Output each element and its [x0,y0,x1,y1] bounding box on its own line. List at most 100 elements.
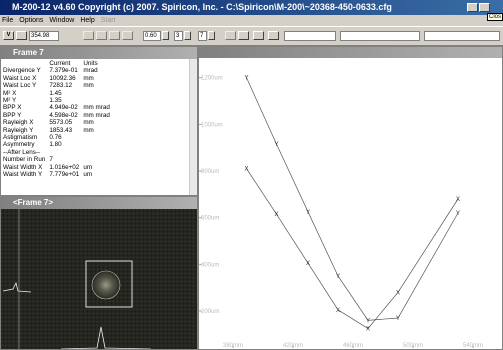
result-row: BPP X 4.949e-02 mm mrad [1,104,112,111]
cell: 1.016e+02 [49,163,80,171]
menu-item[interactable]: Window [49,17,75,24]
chart-title-bar [199,47,502,58]
header-row: Current Units [1,60,112,67]
cell: 5573.05 [49,119,73,127]
stop-button[interactable] [253,31,264,40]
cell: Waist Loc X [3,74,37,82]
cell: 1853.43 [49,126,73,134]
cursor-button[interactable] [16,31,27,40]
status-field [424,31,500,41]
status-field [284,31,336,41]
data-marker: X [274,212,278,218]
result-row: Waist Loc X 10092.36 mm [1,75,112,82]
caustic-chart: 200um 400um 600um 800um 1000um 1200um 380mm 420… [199,76,483,349]
tool-button[interactable] [238,31,249,40]
image-window: <Frame 7> [0,196,198,350]
tool-button[interactable] [225,31,236,40]
tooltip: Clos [487,13,503,21]
nav-button[interactable] [83,31,94,40]
result-row: Divergence Y 7.379e-01 mrad [1,67,112,74]
cell: BPP X [3,104,22,112]
y-tick-label: 1200um [201,76,223,82]
nav-button[interactable] [96,31,107,40]
data-marker: Y [366,318,370,324]
chart-window: 200um 400um 600um 800um 1000um 1200um 380mm 420… [198,46,503,350]
result-row: Waist Width X 1.016e+02 um [1,164,112,171]
cell: --After Lens-- [3,148,41,156]
cell: 7.779e+01 [49,171,80,179]
data-marker: X [244,167,248,173]
data-marker: X [306,261,310,267]
cell: 0.76 [49,134,62,142]
menu-bar: File Options Window Help Start [2,16,116,25]
maximize-button[interactable] [479,3,490,12]
position-input[interactable]: 354.98 [29,31,59,41]
column-header: Units [83,60,98,67]
y-tick-label: 1000um [201,122,223,128]
beam-image [1,209,197,349]
cell: mm [83,82,94,90]
spin-button[interactable] [162,31,169,40]
nav-button[interactable] [109,31,120,40]
cell: Number in Run [3,156,46,164]
result-row: --After Lens-- [1,149,112,156]
y-tick-label: 400um [201,262,219,268]
series-line [246,168,459,329]
data-marker: X [336,308,340,314]
result-row: Astigmatism 0.76 [1,134,112,141]
result-row: Waist Loc Y 7283.12 mm [1,82,112,89]
column-header: Current [49,60,71,67]
result-row: Number in Run 7 [1,156,112,163]
nav-button[interactable] [122,31,133,40]
cell: um [83,163,93,171]
menu-item[interactable]: Options [19,17,44,24]
step-input[interactable]: 0.60 [143,31,161,41]
x-tick-label: 380mm [223,343,243,349]
cell [1,60,47,67]
menu-item[interactable]: Start [100,17,116,24]
v-button[interactable]: V [3,31,14,40]
cell: 1.35 [49,97,62,105]
cell: mrad [83,67,98,75]
minimize-button[interactable] [467,3,478,12]
menu-item[interactable]: File [2,17,14,24]
cell: 7283.12 [49,82,73,90]
data-marker: Y [396,316,400,322]
image-title: <Frame 7> [1,197,197,209]
scrollbar[interactable] [189,59,197,195]
cell: mm mrad [83,111,110,119]
spin-button[interactable] [184,31,191,40]
data-marker: X [366,327,370,333]
cell: Waist Width Y [3,171,43,179]
print-button[interactable] [268,31,279,40]
result-row: M² Y 1.35 [1,97,112,104]
y-tick-label: 800um [201,169,219,175]
cell: M² Y [3,97,17,105]
cell: Asymmetry [3,141,35,149]
results-window: Frame 7 Current Units Divergence Y 7.379e-0… [0,46,198,196]
cell: 10092.36 [49,74,76,82]
x-tick-label: 540mm [463,343,483,349]
cell: 4.949e-02 [49,104,78,112]
cell: mm [83,74,94,82]
data-marker: X [456,197,460,203]
menu-item[interactable]: Help [80,17,95,24]
from-input[interactable]: 3 [174,31,183,41]
result-row: BPP Y 4.598e-02 mm mrad [1,112,112,119]
data-marker: X [396,290,400,296]
data-marker: Y [306,210,310,216]
data-marker: Y [244,76,248,82]
cell: mm [83,119,94,127]
cell: Rayleigh Y [3,126,34,134]
cell: 1.80 [49,141,62,149]
cell: 4.598e-02 [49,111,78,119]
status-field [340,31,420,41]
to-input[interactable]: 7 [198,31,207,41]
spin-button[interactable] [208,31,215,40]
result-row: Rayleigh X 5573.05 mm [1,119,112,126]
cell: Rayleigh X [3,119,34,127]
results-title: Frame 7 [1,47,197,59]
data-marker: Y [274,142,278,148]
x-tick-label: 500mm [403,343,423,349]
